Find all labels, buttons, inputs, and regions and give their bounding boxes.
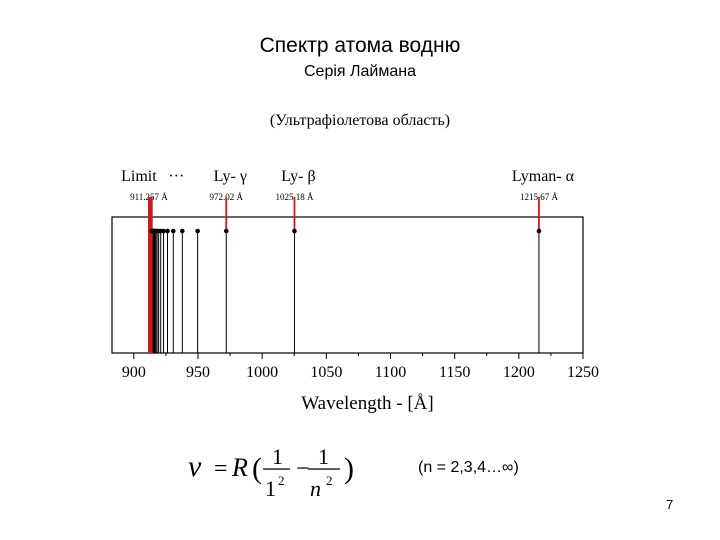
x-tick-label: 900	[122, 364, 146, 381]
line-marker	[170, 228, 176, 234]
annotation-name: Ly- γ	[214, 168, 247, 185]
x-tick-label: 1250	[567, 364, 599, 381]
formula-close-paren: )	[344, 452, 354, 485]
n-range-label: (n = 2,3,4…∞)	[418, 459, 519, 476]
line-marker	[536, 228, 542, 234]
line-marker	[165, 228, 170, 234]
formula-equals: =	[214, 456, 228, 482]
x-tick-label: 1000	[246, 364, 278, 381]
formula-r: R	[231, 453, 248, 482]
formula-num1: 1	[272, 444, 283, 469]
x-tick-label: 1100	[375, 364, 406, 381]
formula-open-paren: (	[252, 452, 262, 485]
line-marker	[223, 228, 229, 234]
annotation-name: ···	[168, 168, 184, 185]
spectral-lines-layer	[148, 197, 542, 353]
line-marker	[292, 228, 297, 234]
formula-den1: 1	[265, 476, 276, 501]
annotation-name: Limit	[121, 168, 157, 185]
formula-den2-exp: 2	[326, 473, 333, 488]
region-label: (Ультрафіолетова область)	[269, 112, 451, 129]
slide-title: Спектр атома водню	[259, 34, 461, 57]
x-tick-label: 1050	[310, 364, 342, 381]
x-axis-ticks: 900 950 1000 1050 1100 1150 1200 1250	[122, 353, 599, 381]
line-marker	[195, 228, 200, 234]
formula-minus: −	[296, 456, 310, 482]
x-tick-label: 950	[186, 364, 210, 381]
plot-frame	[111, 216, 584, 354]
formula-nu: ν	[188, 450, 202, 483]
annotation-name: Lyman- α	[512, 168, 575, 185]
formula-num2: 1	[318, 444, 329, 469]
rydberg-formula: ν = R ( 1 1 2 − 1 n 2 )	[188, 444, 354, 501]
x-tick-label: 1200	[503, 364, 535, 381]
x-axis-label: Wavelength - [Å]	[301, 393, 433, 414]
formula-den1-exp: 2	[278, 473, 285, 488]
slide-subtitle: Серія Лаймана	[304, 63, 416, 80]
x-tick-label: 1150	[439, 364, 470, 381]
formula-den2: n	[310, 476, 321, 501]
line-marker	[180, 228, 185, 234]
page-number: 7	[666, 497, 674, 512]
line-marker	[149, 228, 155, 234]
annotation-name: Ly- β	[281, 168, 315, 185]
